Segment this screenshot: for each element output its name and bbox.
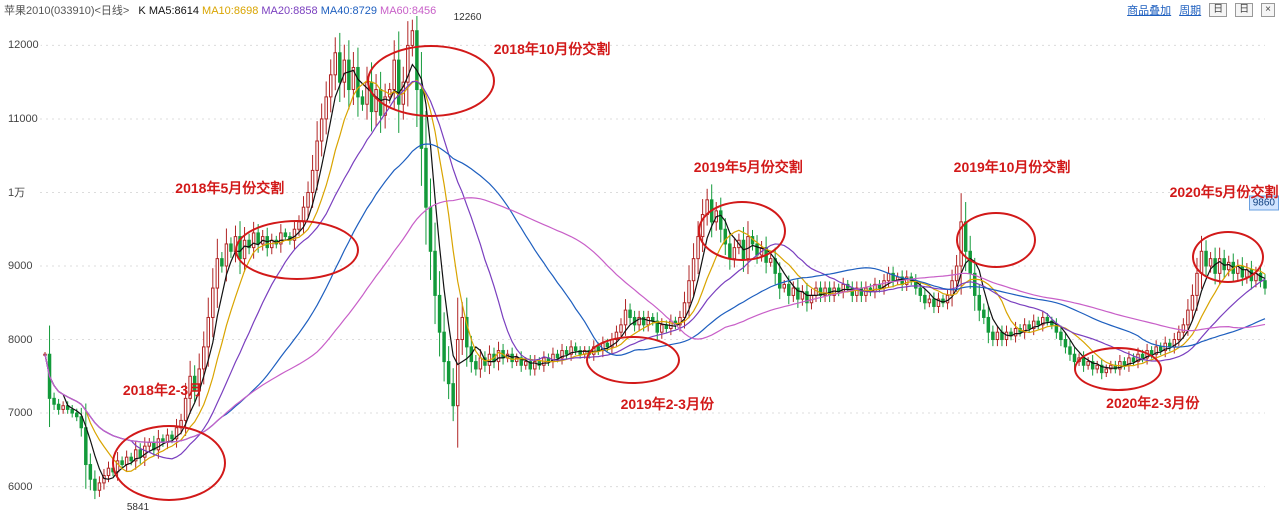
annotation-circle <box>1192 231 1264 283</box>
annotation-label: 2020年2-3月份 <box>1106 393 1199 413</box>
y-axis-label: 11000 <box>6 113 40 125</box>
y-axis-label: 7000 <box>6 407 34 419</box>
y-axis-label: 6000 <box>6 481 34 493</box>
high-label: 12260 <box>454 12 482 23</box>
annotation-label: 2019年2-3月份 <box>621 394 714 414</box>
annotation-label: 2018年2-3月 <box>123 380 202 400</box>
y-axis-label: 8000 <box>6 334 34 346</box>
annotation-label: 2019年5月份交割 <box>694 157 803 177</box>
annotation-label: 2020年5月份交割 <box>1170 182 1279 202</box>
annotation-label: 2018年5月份交割 <box>175 178 284 198</box>
annotation-circle <box>235 220 359 280</box>
annotation-circle <box>586 336 680 384</box>
annotation-circle <box>112 425 226 501</box>
annotation-label: 2019年10月份交割 <box>954 157 1071 177</box>
close-button[interactable]: × <box>1261 3 1275 17</box>
timeframe-button-1[interactable]: 日 <box>1209 3 1227 17</box>
low-label: 5841 <box>127 502 149 513</box>
annotation-circle <box>367 45 495 117</box>
annotation-label: 2018年10月份交割 <box>494 39 611 59</box>
annotation-circle <box>956 212 1036 268</box>
y-axis-label: 9000 <box>6 260 34 272</box>
timeframe-button-2[interactable]: 日 <box>1235 3 1253 17</box>
y-axis-label: 1万 <box>6 184 27 200</box>
y-axis-label: 12000 <box>6 39 41 51</box>
